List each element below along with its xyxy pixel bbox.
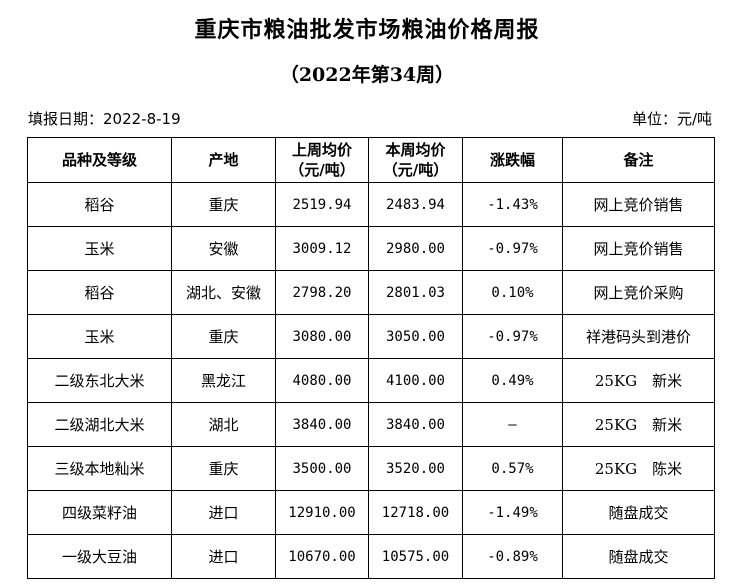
- cell-last-week-price: 3009.12: [275, 226, 369, 271]
- cell-remark: 25KG 新米: [562, 358, 715, 403]
- cell-origin: 进口: [171, 490, 276, 535]
- cell-this-week-price: 3050.00: [368, 314, 463, 359]
- table-row: 四级菜籽油 进口 12910.00 12718.00 -1.49% 随盘成交: [27, 490, 715, 535]
- cell-variety: 二级湖北大米: [27, 402, 172, 447]
- cell-last-week-price: 2798.20: [275, 270, 369, 315]
- cell-variety: 稻谷: [27, 270, 172, 315]
- cell-change: -1.43%: [462, 182, 563, 227]
- price-table: 品种及等级 产地 上周均价 （元/吨） 本周均价 （元/吨） 涨跌幅 备注 稻谷 重庆…: [27, 137, 715, 579]
- cell-change: —: [462, 402, 563, 447]
- table-header-row: 品种及等级 产地 上周均价 （元/吨） 本周均价 （元/吨） 涨跌幅 备注: [27, 137, 715, 183]
- cell-last-week-price: 3080.00: [275, 314, 369, 359]
- report-subtitle: （2022年第34周）: [279, 64, 455, 86]
- cell-variety: 玉米: [27, 226, 172, 271]
- cell-change: 0.57%: [462, 446, 563, 491]
- cell-last-week-price: 3840.00: [275, 402, 369, 447]
- cell-origin: 黑龙江: [171, 358, 276, 403]
- cell-variety: 四级菜籽油: [27, 490, 172, 535]
- cell-remark: 祥港码头到港价: [562, 314, 715, 359]
- cell-remark: 网上竞价采购: [562, 270, 715, 315]
- cell-remark: 网上竞价销售: [562, 226, 715, 271]
- cell-this-week-price: 2483.94: [368, 182, 463, 227]
- cell-this-week-price: 3520.00: [368, 446, 463, 491]
- table-row: 稻谷 湖北、安徽 2798.20 2801.03 0.10% 网上竞价采购: [27, 270, 715, 315]
- cell-variety: 玉米: [27, 314, 172, 359]
- table-row: 稻谷 重庆 2519.94 2483.94 -1.43% 网上竞价销售: [27, 182, 715, 227]
- cell-origin: 重庆: [171, 182, 276, 227]
- cell-last-week-price: 12910.00: [275, 490, 369, 535]
- cell-origin: 重庆: [171, 446, 276, 491]
- report-title: 重庆市粮油批发市场粮油价格周报: [194, 17, 540, 43]
- cell-remark: 网上竞价销售: [562, 182, 715, 227]
- cell-this-week-price: 2980.00: [368, 226, 463, 271]
- unit-label: 单位：元/吨: [631, 110, 712, 128]
- cell-variety: 三级本地籼米: [27, 446, 172, 491]
- fill-date: 填报日期：2022-8-19: [28, 110, 181, 128]
- cell-remark: 25KG 陈米: [562, 446, 715, 491]
- cell-remark: 25KG 新米: [562, 402, 715, 447]
- cell-this-week-price: 10575.00: [368, 534, 463, 579]
- cell-change: 0.49%: [462, 358, 563, 403]
- table-row: 玉米 安徽 3009.12 2980.00 -0.97% 网上竞价销售: [27, 226, 715, 271]
- table-row: 一级大豆油 进口 10670.00 10575.00 -0.89% 随盘成交: [27, 534, 715, 579]
- cell-change: -0.97%: [462, 226, 563, 271]
- cell-this-week-price: 4100.00: [368, 358, 463, 403]
- header-change: 涨跌幅: [462, 137, 563, 183]
- cell-origin: 安徽: [171, 226, 276, 271]
- cell-change: 0.10%: [462, 270, 563, 315]
- cell-origin: 重庆: [171, 314, 276, 359]
- cell-this-week-price: 3840.00: [368, 402, 463, 447]
- header-this-week-price: 本周均价 （元/吨）: [368, 137, 463, 183]
- cell-origin: 湖北: [171, 402, 276, 447]
- cell-last-week-price: 2519.94: [275, 182, 369, 227]
- header-origin: 产地: [171, 137, 276, 183]
- table-row: 玉米 重庆 3080.00 3050.00 -0.97% 祥港码头到港价: [27, 314, 715, 359]
- cell-this-week-price: 12718.00: [368, 490, 463, 535]
- table-row: 二级湖北大米 湖北 3840.00 3840.00—25KG 新米: [27, 402, 715, 447]
- cell-change: -0.89%: [462, 534, 563, 579]
- table-row: 三级本地籼米 重庆 3500.00 3520.00 0.57% 25KG 陈米: [27, 446, 715, 491]
- cell-variety: 二级东北大米: [27, 358, 172, 403]
- cell-change: -1.49%: [462, 490, 563, 535]
- header-variety: 品种及等级: [27, 137, 172, 183]
- cell-variety: 稻谷: [27, 182, 172, 227]
- cell-remark: 随盘成交: [562, 534, 715, 579]
- cell-origin: 进口: [171, 534, 276, 579]
- cell-last-week-price: 4080.00: [275, 358, 369, 403]
- cell-change: -0.97%: [462, 314, 563, 359]
- cell-variety: 一级大豆油: [27, 534, 172, 579]
- cell-last-week-price: 10670.00: [275, 534, 369, 579]
- header-remark: 备注: [562, 137, 715, 183]
- cell-remark: 随盘成交: [562, 490, 715, 535]
- table-row: 二级东北大米 黑龙江 4080.00 4100.00 0.49% 25KG 新米: [27, 358, 715, 403]
- header-last-week-price: 上周均价 （元/吨）: [275, 137, 369, 183]
- cell-origin: 湖北、安徽: [171, 270, 276, 315]
- cell-this-week-price: 2801.03: [368, 270, 463, 315]
- cell-last-week-price: 3500.00: [275, 446, 369, 491]
